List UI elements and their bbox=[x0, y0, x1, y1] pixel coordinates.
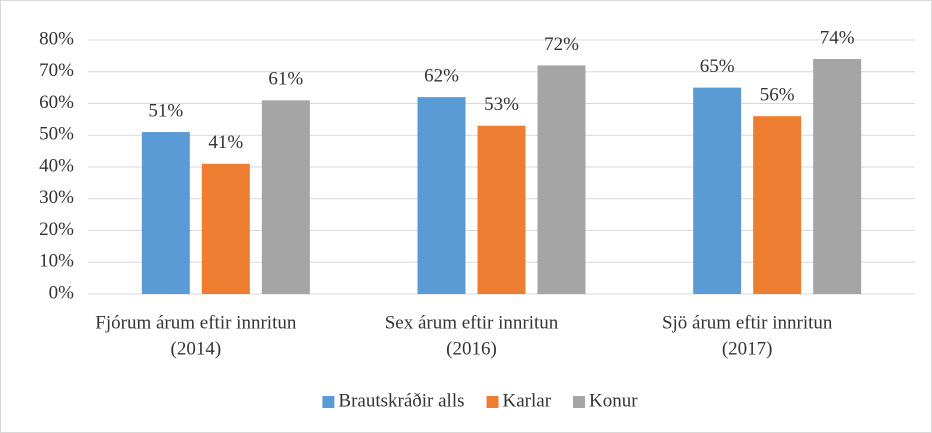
bar bbox=[417, 97, 466, 295]
data-label: 61% bbox=[268, 69, 303, 90]
legend-swatch bbox=[322, 396, 335, 408]
bar bbox=[753, 116, 802, 294]
y-tick-label: 60% bbox=[39, 92, 74, 113]
x-tick-label: (2016) bbox=[446, 338, 497, 359]
y-tick-label: 10% bbox=[39, 251, 74, 272]
legend-label: Konur bbox=[589, 390, 638, 411]
y-tick-label: 30% bbox=[39, 187, 74, 208]
data-label: 65% bbox=[700, 56, 735, 77]
legend-label: Brautskráðir alls bbox=[338, 390, 464, 411]
y-tick-label: 0% bbox=[49, 282, 75, 303]
y-tick-label: 70% bbox=[39, 60, 74, 81]
y-tick-label: 50% bbox=[39, 124, 74, 145]
x-tick-label: (2017) bbox=[722, 338, 773, 359]
bar bbox=[261, 100, 310, 294]
legend-label: Karlar bbox=[503, 390, 552, 411]
y-tick-label: 40% bbox=[39, 155, 74, 176]
x-tick-label: Fjórum árum eftir innritun bbox=[95, 312, 297, 333]
bar bbox=[477, 125, 526, 294]
bar bbox=[693, 87, 742, 294]
data-label: 41% bbox=[208, 132, 243, 153]
bar bbox=[141, 132, 190, 294]
data-label: 53% bbox=[484, 94, 519, 115]
bar bbox=[813, 59, 862, 294]
data-label: 51% bbox=[148, 100, 183, 121]
x-tick-label: Sjö árum eftir innritun bbox=[662, 312, 833, 333]
legend-swatch bbox=[573, 396, 586, 408]
legend-swatch bbox=[486, 396, 499, 408]
y-tick-label: 80% bbox=[39, 28, 74, 49]
data-label: 72% bbox=[544, 34, 579, 55]
x-tick-label: Sex árum eftir innritun bbox=[385, 312, 559, 333]
data-label: 56% bbox=[760, 85, 795, 106]
bar bbox=[537, 65, 586, 295]
x-tick-label: (2014) bbox=[171, 338, 222, 359]
data-label: 74% bbox=[820, 27, 855, 48]
bar bbox=[201, 163, 250, 294]
y-tick-label: 20% bbox=[39, 219, 74, 240]
data-label: 62% bbox=[424, 66, 459, 87]
